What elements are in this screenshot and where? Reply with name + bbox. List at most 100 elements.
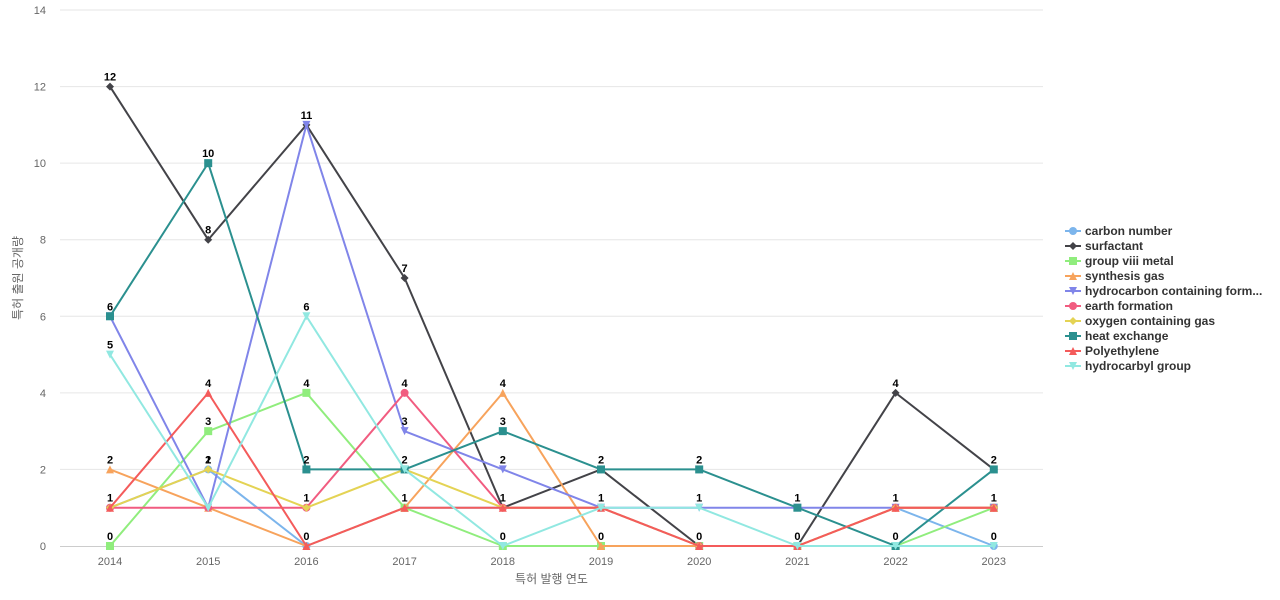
- legend-item[interactable]: earth formation: [1065, 299, 1173, 313]
- data-label: 0: [794, 531, 800, 543]
- legend-marker: [1069, 272, 1077, 280]
- data-label: 1: [893, 493, 899, 505]
- data-label: 0: [598, 531, 604, 543]
- data-labels: 1265210108432111642107432143210210210104…: [104, 72, 997, 543]
- legend-item[interactable]: oxygen containing gas: [1065, 314, 1215, 328]
- data-label: 6: [107, 301, 113, 313]
- legend-label: hydrocarbon containing form...: [1085, 284, 1262, 298]
- data-label: 4: [893, 378, 900, 390]
- data-label: 1: [107, 493, 113, 505]
- data-label: 1: [205, 454, 211, 466]
- data-point: [891, 542, 900, 550]
- data-label: 1: [696, 493, 702, 505]
- data-point: [498, 465, 507, 474]
- data-label: 12: [104, 72, 116, 84]
- y-tick-label: 12: [34, 82, 46, 94]
- data-label: 3: [500, 416, 506, 428]
- legend-marker: [1069, 242, 1077, 250]
- data-label: 1: [991, 493, 997, 505]
- data-label: 4: [500, 378, 507, 390]
- data-point: [302, 120, 311, 129]
- data-point: [106, 503, 114, 512]
- data-point: [106, 350, 114, 359]
- y-tick-label: 14: [34, 5, 46, 17]
- x-tick-label: 2018: [491, 556, 515, 568]
- data-point: [400, 503, 409, 512]
- data-label: 2: [500, 454, 506, 466]
- data-point: [106, 542, 114, 550]
- series-line: [109, 391, 994, 547]
- data-point: [891, 503, 900, 512]
- grid: [60, 9, 1043, 470]
- data-label: 0: [696, 531, 702, 543]
- legend-label: group viii metal: [1085, 254, 1174, 268]
- y-tick-label: 8: [40, 235, 46, 247]
- x-tick-label: 2015: [196, 556, 220, 568]
- data-point: [106, 312, 114, 321]
- legend-marker: [1069, 287, 1077, 295]
- data-point: [989, 503, 998, 512]
- legend-label: earth formation: [1085, 299, 1173, 313]
- data-label: 0: [107, 531, 113, 543]
- legend-item[interactable]: heat exchange: [1065, 329, 1169, 343]
- x-tick-label: 2019: [589, 556, 613, 568]
- series-heat-exchange: [106, 159, 998, 550]
- data-label: 5: [107, 340, 113, 352]
- data-point: [498, 388, 507, 397]
- data-label: 11: [301, 110, 313, 122]
- legend-marker: [1069, 347, 1077, 355]
- data-point: [498, 503, 507, 512]
- data-point: [204, 427, 213, 436]
- legend-label: oxygen containing gas: [1085, 314, 1215, 328]
- series-hydrocarbyl-group: [106, 312, 998, 550]
- y-tick-label: 10: [34, 158, 46, 170]
- legend-marker: [1069, 362, 1077, 370]
- legend-item[interactable]: carbon number: [1065, 224, 1173, 238]
- legend-label: surfactant: [1085, 239, 1143, 253]
- legend-item[interactable]: group viii metal: [1065, 254, 1174, 268]
- data-point: [204, 503, 213, 512]
- x-axis: 2014 2015 2016 2017 2018 2019 2020 2021 2022 2023: [98, 556, 1006, 568]
- data-point: [204, 388, 213, 397]
- legend-marker: [1069, 302, 1077, 310]
- data-point: [204, 235, 213, 244]
- data-point: [204, 465, 213, 474]
- data-label: 8: [205, 225, 211, 237]
- legend-item[interactable]: Polyethylene: [1065, 344, 1159, 358]
- data-point: [498, 427, 507, 436]
- data-point: [695, 465, 704, 474]
- y-tick-label: 0: [40, 541, 46, 553]
- data-label: 2: [303, 454, 309, 466]
- y-tick-label: 2: [40, 464, 46, 476]
- data-point: [597, 503, 605, 512]
- legend-marker: [1069, 332, 1077, 340]
- legend-item[interactable]: hydrocarbyl group: [1065, 359, 1191, 373]
- data-point: [400, 274, 409, 282]
- data-point: [400, 388, 409, 397]
- series-line: [109, 315, 994, 547]
- data-label: 1: [402, 493, 408, 505]
- legend-label: Polyethylene: [1085, 344, 1159, 358]
- data-label: 4: [205, 378, 212, 390]
- data-point: [793, 503, 802, 512]
- data-label: 2: [696, 454, 702, 466]
- data-label: 2: [402, 454, 408, 466]
- legend-item[interactable]: hydrocarbon containing form...: [1065, 284, 1262, 298]
- legend-item[interactable]: synthesis gas: [1065, 269, 1165, 283]
- data-point: [302, 542, 311, 550]
- data-label: 1: [598, 493, 604, 505]
- y-axis-title: 특허 출원 공개량: [11, 236, 25, 320]
- y-tick-label: 4: [40, 388, 46, 400]
- legend-item[interactable]: surfactant: [1065, 239, 1143, 253]
- data-label: 2: [991, 454, 997, 466]
- data-point: [302, 503, 311, 512]
- data-point: [891, 388, 900, 397]
- data-label: 2: [107, 454, 113, 466]
- data-label: 0: [303, 531, 309, 543]
- data-point: [400, 427, 409, 436]
- data-point: [793, 542, 802, 550]
- x-tick-label: 2022: [883, 556, 907, 568]
- data-label: 6: [303, 301, 309, 313]
- data-point: [204, 159, 213, 168]
